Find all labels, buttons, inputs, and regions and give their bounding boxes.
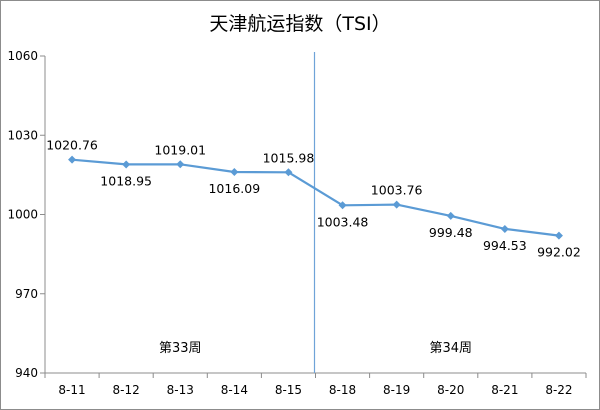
data-label: 999.48 — [429, 225, 473, 240]
data-point-marker — [68, 155, 77, 164]
data-label: 1015.98 — [263, 150, 315, 165]
data-label: 1003.48 — [317, 214, 369, 229]
x-tick-label: 8-18 — [329, 383, 356, 397]
chart-title: 天津航运指数（TSI） — [209, 13, 391, 35]
data-point-marker — [500, 224, 509, 233]
x-tick-label: 8-20 — [437, 383, 464, 397]
data-point-marker — [284, 168, 293, 177]
data-point-marker — [338, 201, 347, 210]
data-point-marker — [122, 160, 131, 169]
series-line — [71, 158, 560, 237]
y-tick-label: 940 — [15, 366, 38, 380]
data-point-marker — [446, 211, 455, 220]
x-tick-label: 8-22 — [545, 383, 572, 397]
y-tick-label: 970 — [15, 287, 38, 301]
data-label: 994.53 — [483, 238, 527, 253]
x-tick-label: 8-15 — [275, 383, 302, 397]
data-point-marker — [176, 160, 185, 169]
week-label: 第33周 — [159, 341, 202, 356]
data-point-marker — [392, 200, 401, 209]
x-tick-label: 8-14 — [221, 383, 248, 397]
data-label: 1019.01 — [154, 142, 206, 157]
data-point-marker — [230, 167, 239, 176]
data-label: 1020.76 — [46, 138, 98, 153]
y-tick-label: 1030 — [7, 128, 38, 142]
x-tick-label: 8-19 — [383, 383, 410, 397]
data-label: 992.02 — [537, 245, 581, 260]
x-tick-label: 8-21 — [491, 383, 518, 397]
data-point-marker — [554, 231, 563, 240]
y-tick-label: 1060 — [7, 49, 38, 63]
week-label: 第34周 — [429, 341, 472, 356]
x-tick-label: 8-12 — [113, 383, 140, 397]
data-label: 1003.76 — [371, 183, 423, 198]
data-label: 1016.09 — [208, 181, 260, 196]
y-tick-label: 1000 — [7, 208, 38, 222]
x-tick-label: 8-13 — [167, 383, 194, 397]
data-label: 1018.95 — [100, 173, 152, 188]
x-tick-label: 8-11 — [58, 383, 85, 397]
